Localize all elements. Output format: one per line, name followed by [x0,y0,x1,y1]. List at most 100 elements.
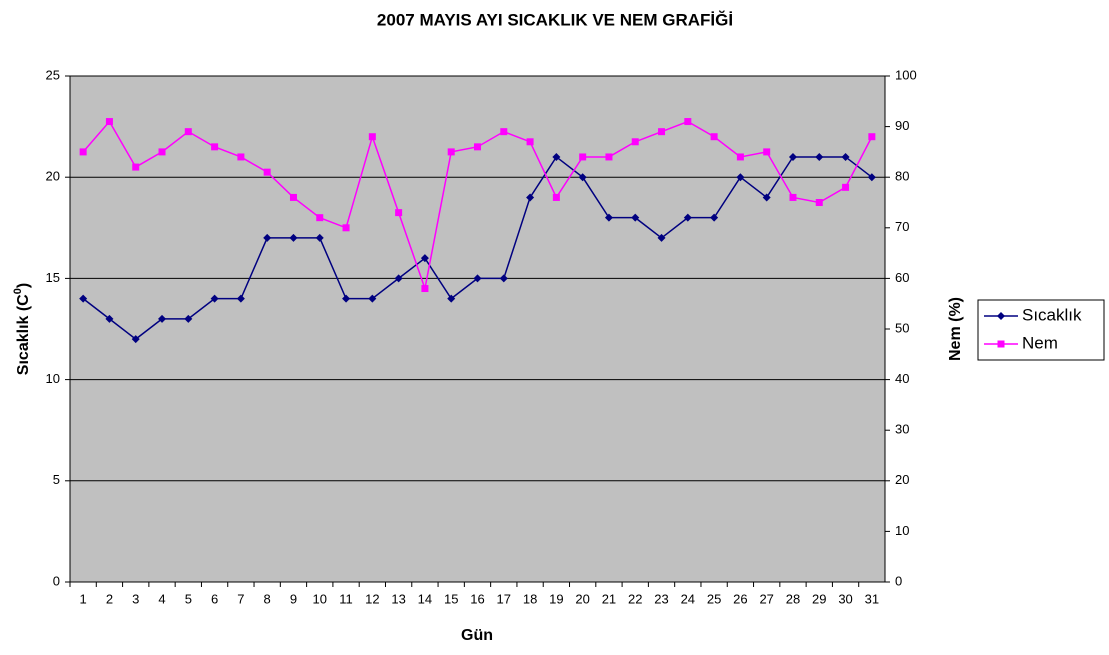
y-tick-label: 0 [53,573,60,588]
point [105,118,113,126]
point [868,133,876,141]
point [421,285,429,293]
y2-tick-label: 0 [895,573,902,588]
point [841,152,850,161]
point [867,173,876,182]
x-tick-label: 13 [391,591,405,606]
point [474,143,481,151]
point [578,173,587,182]
legend-marker [997,312,1005,320]
x-tick-label: 14 [418,591,432,606]
point [789,193,797,201]
point [788,152,797,161]
point [447,148,455,156]
x-tick-label: 7 [237,591,244,606]
x-tick-label: 11 [339,591,353,606]
point [605,153,613,161]
point [131,335,140,344]
point [763,148,771,156]
y-axis-label-text: Sıcaklık (C [15,294,32,375]
legend-label: Sıcaklık [1022,305,1082,324]
point [500,128,508,136]
y2-tick-label: 80 [895,169,909,184]
point [815,199,823,206]
x-tick-label: 18 [523,591,537,606]
point [604,213,613,222]
x-tick-label: 22 [628,591,642,606]
point [499,274,508,283]
x-tick-label: 10 [313,591,327,606]
y-axis-label: Sıcaklık (C0) [12,283,32,375]
point [710,213,719,222]
point [420,254,429,263]
x-tick-label: 4 [158,591,165,606]
point [342,224,350,232]
point [552,193,560,201]
y-axis-label-end: ) [15,283,32,288]
point [473,274,482,283]
x-tick-label: 6 [211,591,218,606]
y2-tick-label: 30 [895,422,909,437]
point [237,153,245,161]
x-tick-label: 15 [444,591,458,606]
x-tick-label: 3 [132,591,139,606]
x-tick-label: 20 [575,591,589,606]
x-tick-label: 17 [497,591,511,606]
x-tick-label: 9 [290,591,297,606]
point [236,294,245,303]
point [79,294,88,303]
point [211,143,219,151]
point [158,148,166,156]
y-tick-label: 5 [53,472,60,487]
point [815,152,824,161]
y2-tick-label: 20 [895,472,909,487]
y-tick-label: 10 [46,371,60,386]
y2-tick-label: 90 [895,118,909,133]
point [683,213,692,222]
point [631,138,639,146]
y2-tick-label: 70 [895,219,909,234]
point [184,314,193,323]
x-tick-label: 16 [470,591,484,606]
x-tick-label: 5 [185,591,192,606]
x-tick-label: 19 [549,591,563,606]
point [579,153,587,161]
y2-tick-label: 100 [895,67,917,82]
point [736,153,744,161]
x-tick-label: 26 [733,591,747,606]
point [395,209,403,217]
x-tick-label: 28 [786,591,800,606]
point [762,193,771,202]
point [184,128,192,136]
legend [977,299,1105,361]
point [658,128,666,136]
point [657,233,666,242]
x-tick-label: 2 [106,591,113,606]
point [631,213,640,222]
point [684,118,692,126]
legend-marker [997,340,1005,348]
y2-tick-label: 10 [895,523,909,538]
point [158,314,167,323]
point [289,193,297,201]
x-tick-label: 29 [812,591,826,606]
y-tick-label: 20 [46,169,60,184]
x-tick-label: 21 [602,591,616,606]
point [315,233,324,242]
y-tick-label: 25 [46,67,60,82]
x-tick-label: 31 [865,591,879,606]
point [447,294,456,303]
point [368,294,377,303]
point [316,214,324,222]
x-tick-label: 24 [681,591,695,606]
point [132,163,140,171]
y2-tick-label: 40 [895,371,909,386]
point [526,193,535,202]
x-tick-label: 12 [365,591,379,606]
x-tick-label: 25 [707,591,721,606]
point [526,138,534,146]
point [79,148,87,156]
point [210,294,219,303]
x-tick-label: 8 [264,591,271,606]
